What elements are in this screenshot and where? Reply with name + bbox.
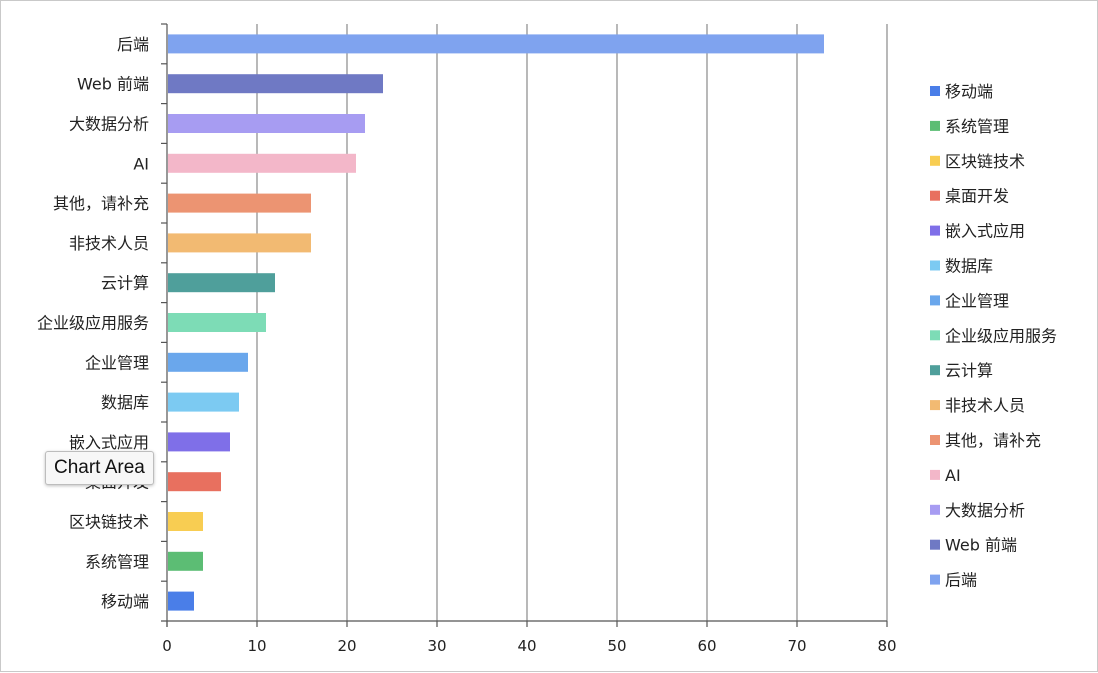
legend-label: 其他，请补充 (945, 431, 1041, 450)
legend-label: AI (945, 466, 961, 485)
x-tick-label: 40 (517, 637, 536, 655)
bar (168, 313, 266, 332)
legend-swatch (930, 574, 940, 585)
legend-label: 企业级应用服务 (945, 326, 1057, 345)
legend-label: 云计算 (945, 361, 993, 380)
legend-swatch (930, 469, 940, 480)
legend-label: 企业管理 (945, 291, 1009, 310)
category-label: 嵌入式应用 (69, 433, 149, 452)
category-label: 移动端 (101, 592, 149, 611)
x-tick-label: 10 (247, 637, 266, 655)
category-label: 企业级应用服务 (37, 314, 149, 333)
category-label: 系统管理 (85, 552, 149, 571)
bar (168, 551, 203, 571)
bar (168, 193, 311, 213)
category-label: 数据库 (101, 393, 149, 412)
bar (168, 392, 239, 412)
category-label: 区块链技术 (69, 513, 149, 532)
legend-swatch (930, 86, 940, 96)
bar (168, 153, 356, 173)
category-label: Web 前端 (77, 75, 149, 94)
bar (168, 74, 383, 94)
legend-swatch (930, 504, 940, 515)
legend-swatch (930, 365, 940, 376)
legend-label: 移动端 (945, 82, 993, 101)
legend-swatch (930, 539, 940, 550)
x-tick-label: 20 (337, 637, 356, 655)
legend-swatch (930, 330, 940, 341)
bar (168, 34, 824, 54)
bar (168, 114, 365, 133)
legend-label: 区块链技术 (945, 152, 1025, 171)
legend-label: 大数据分析 (945, 501, 1025, 520)
legend-label: Web 前端 (945, 536, 1017, 555)
category-label: 云计算 (101, 274, 149, 293)
bar (168, 432, 230, 452)
legend-swatch (930, 295, 940, 306)
x-tick-label: 30 (427, 637, 446, 655)
bar (168, 273, 275, 293)
category-label: AI (133, 154, 149, 173)
bars (168, 34, 824, 611)
gridlines (256, 24, 888, 621)
bar (168, 472, 221, 492)
legend-label: 桌面开发 (945, 187, 1009, 206)
category-label: 大数据分析 (69, 115, 149, 134)
legend-swatch (930, 260, 940, 271)
x-tick-label: 50 (607, 637, 626, 655)
legend-label: 数据库 (945, 257, 993, 276)
bar (168, 352, 248, 372)
legend-label: 系统管理 (945, 117, 1009, 136)
bar (168, 512, 203, 531)
bar (168, 591, 194, 611)
legend: 移动端系统管理区块链技术桌面开发嵌入式应用数据库企业管理企业级应用服务云计算非技… (930, 82, 1057, 590)
bar (168, 233, 311, 253)
x-tick-label: 60 (697, 637, 716, 655)
legend-swatch (930, 400, 940, 411)
category-label: 其他，请补充 (53, 194, 149, 213)
legend-swatch (930, 155, 940, 166)
legend-label: 嵌入式应用 (945, 222, 1025, 241)
category-label: 后端 (117, 35, 149, 54)
x-tick-label: 80 (877, 637, 896, 655)
x-tick-label: 70 (787, 637, 806, 655)
legend-swatch (930, 190, 940, 201)
chart-area-tooltip: Chart Area (45, 451, 154, 485)
legend-label: 后端 (945, 571, 977, 590)
legend-swatch (930, 120, 940, 131)
x-tick-label: 0 (162, 637, 172, 655)
legend-swatch (930, 435, 940, 445)
category-label: 非技术人员 (69, 234, 149, 253)
legend-swatch (930, 225, 940, 236)
category-label: 企业管理 (85, 353, 149, 372)
legend-label: 非技术人员 (945, 396, 1025, 415)
